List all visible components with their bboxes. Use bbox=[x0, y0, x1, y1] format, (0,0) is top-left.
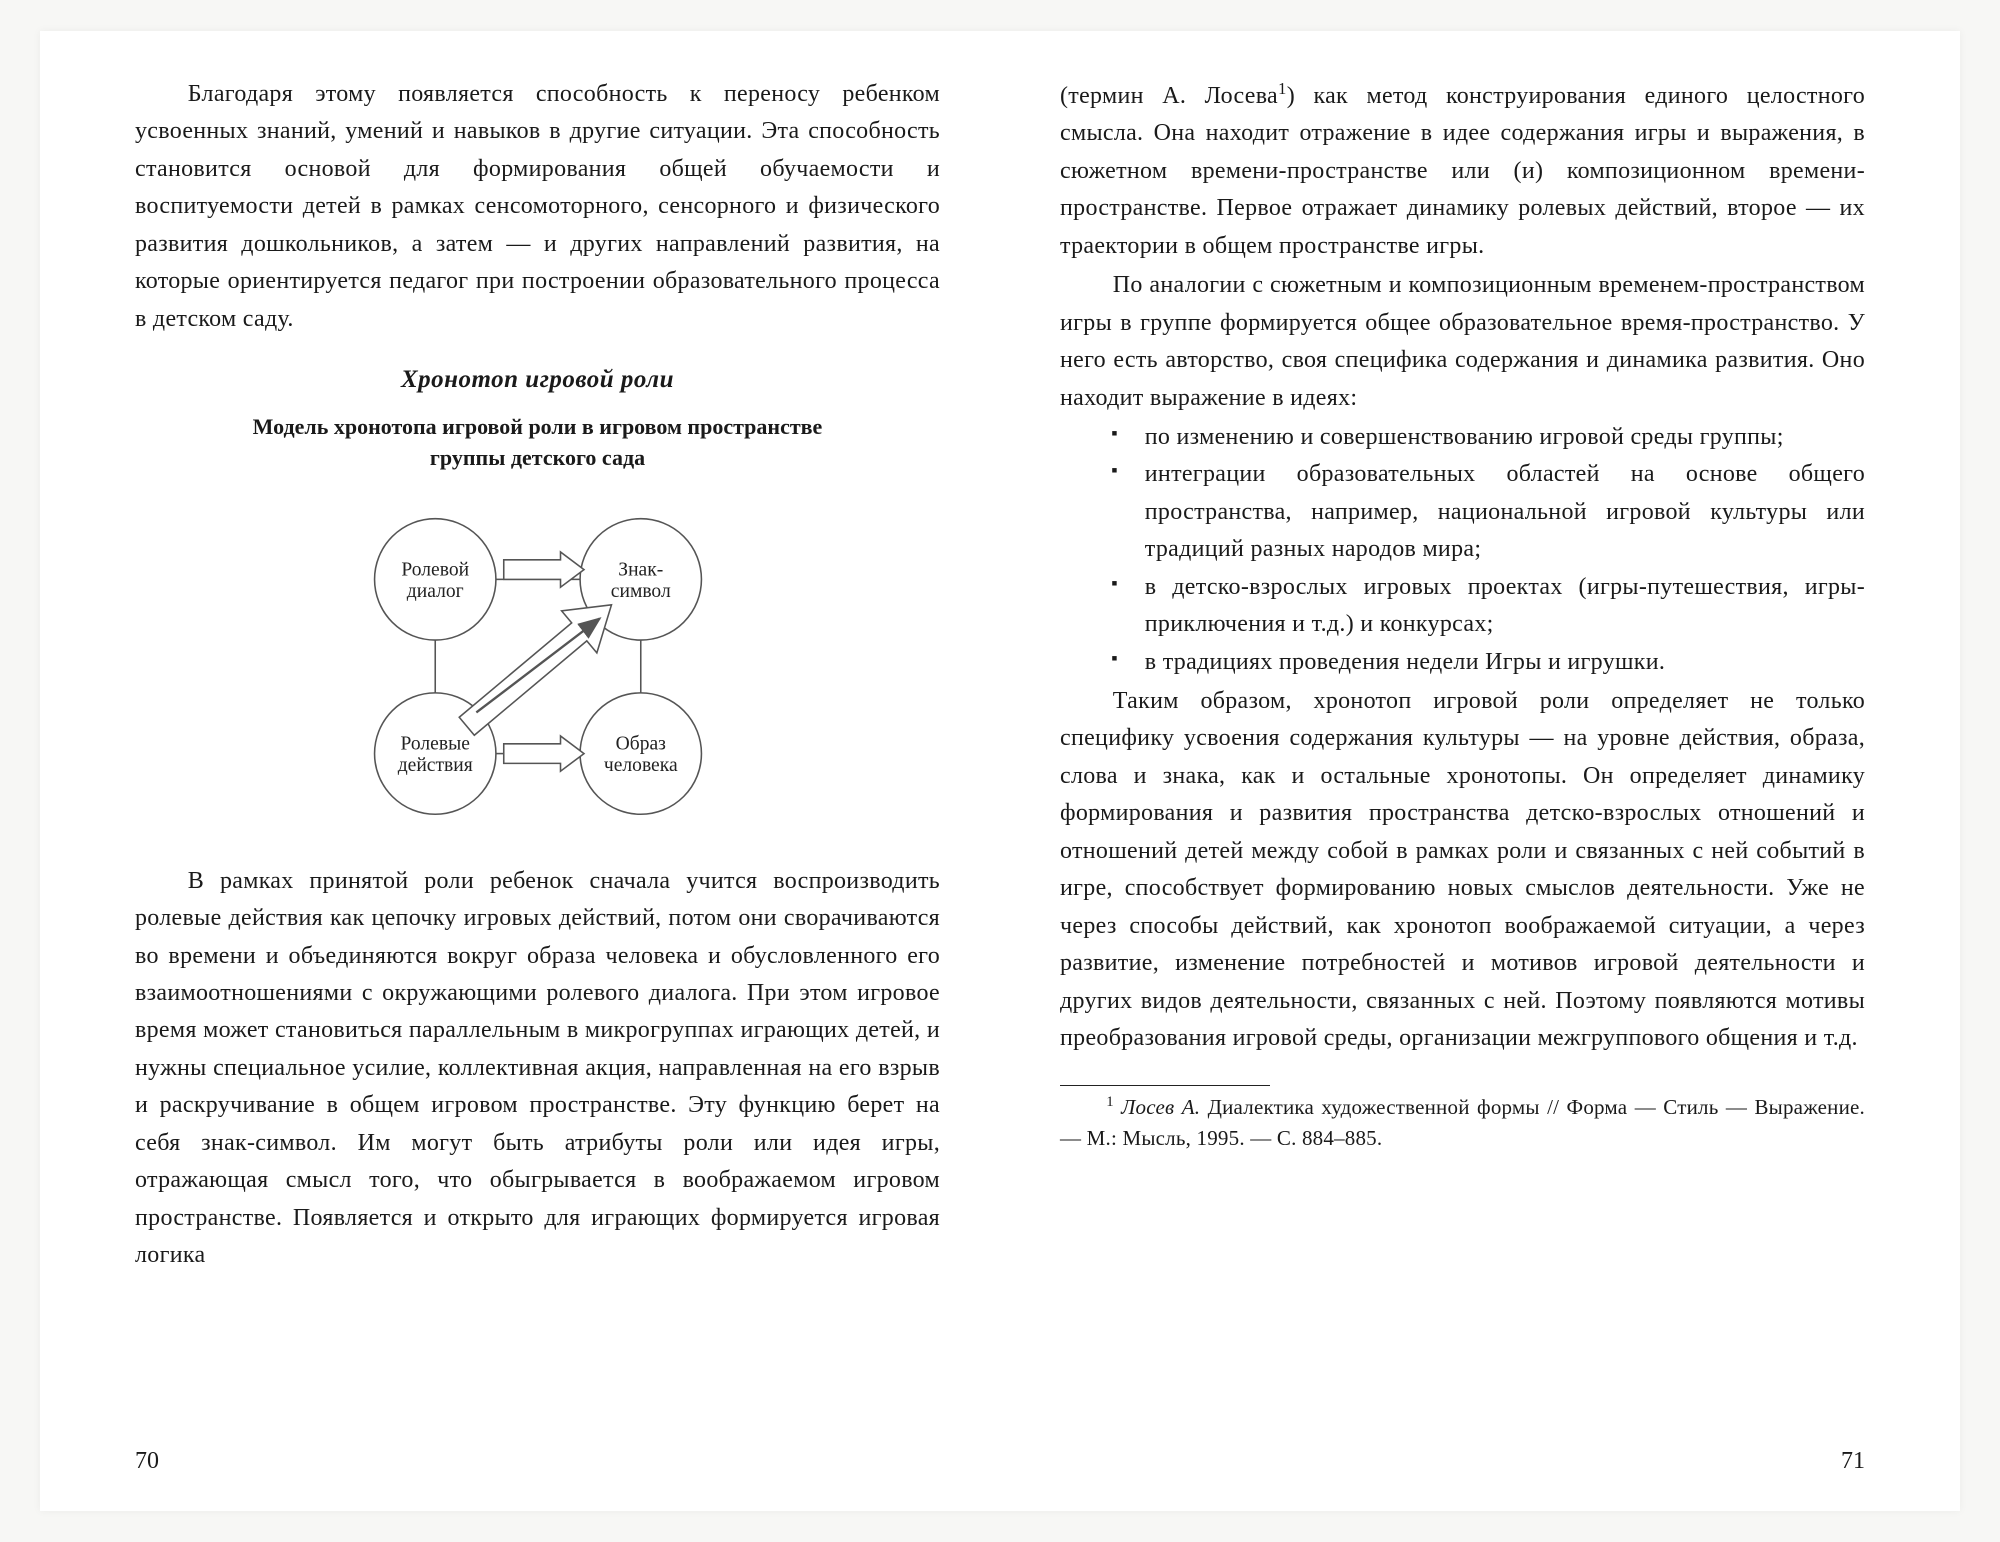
page-number: 70 bbox=[135, 1448, 159, 1475]
footnote-marker: 1 bbox=[1106, 1094, 1114, 1110]
page-left: Благодаря этому появляется способность к… bbox=[40, 31, 1000, 1511]
paragraph: По аналогии с сюжетным и композиционным … bbox=[1060, 267, 1865, 417]
list-item: по изменению и совершенствованию игровой… bbox=[1111, 419, 1865, 456]
page-number: 71 bbox=[1841, 1448, 1865, 1475]
section-heading: Хронотоп игровой роли bbox=[135, 366, 940, 394]
footnote-author: Лосев А. bbox=[1121, 1095, 1200, 1119]
list-item: интеграции образовательных областей на о… bbox=[1111, 456, 1865, 568]
node-label: действия bbox=[397, 755, 472, 776]
node-label: Знак- bbox=[618, 559, 663, 580]
paragraph: В рамках принятой роли ребенок сначала у… bbox=[135, 863, 940, 1275]
paragraph: Таким образом, хронотоп игровой роли опр… bbox=[1060, 683, 1865, 1057]
diagram-container: Ролевой диалог Знак- символ Ролевые дейс… bbox=[135, 498, 940, 833]
footnote-ref: 1 bbox=[1278, 79, 1287, 98]
paragraph: (термин А. Лосева1) как метод конструиро… bbox=[1060, 76, 1865, 265]
arrow-diagonal-thin bbox=[476, 618, 599, 712]
page-right: (термин А. Лосева1) как метод конструиро… bbox=[1000, 31, 1960, 1511]
node-label: символ bbox=[610, 581, 670, 602]
text-run: (термин А. Лосева bbox=[1060, 83, 1278, 109]
bullet-list: по изменению и совершенствованию игровой… bbox=[1060, 419, 1865, 681]
arrow-top bbox=[503, 552, 583, 587]
node-label: Ролевые bbox=[400, 733, 469, 754]
footnote: 1 Лосев А. Диалектика художественной фор… bbox=[1060, 1092, 1865, 1153]
figure-caption: Модель хронотопа игровой роли в игровом … bbox=[135, 412, 940, 474]
node-label: человека bbox=[603, 755, 677, 776]
caption-line: группы детского сада bbox=[430, 445, 645, 470]
list-item: в традициях проведения недели Игры и игр… bbox=[1111, 644, 1865, 681]
list-item: в детско-взрослых игровых проектах (игры… bbox=[1111, 569, 1865, 644]
caption-line: Модель хронотопа игровой роли в игровом … bbox=[253, 414, 823, 439]
text-run: ) как метод конструирования единого цело… bbox=[1060, 83, 1865, 259]
footnote-separator bbox=[1060, 1085, 1270, 1086]
node-label: диалог bbox=[406, 581, 463, 602]
node-label: Ролевой bbox=[401, 559, 469, 580]
paragraph: Благодаря этому появляется способность к… bbox=[135, 76, 940, 338]
chronotope-diagram: Ролевой диалог Знак- символ Ролевые дейс… bbox=[308, 498, 768, 833]
book-spread: Благодаря этому появляется способность к… bbox=[40, 31, 1960, 1511]
node-label: Образ bbox=[615, 733, 666, 754]
arrow-bottom bbox=[503, 736, 583, 771]
